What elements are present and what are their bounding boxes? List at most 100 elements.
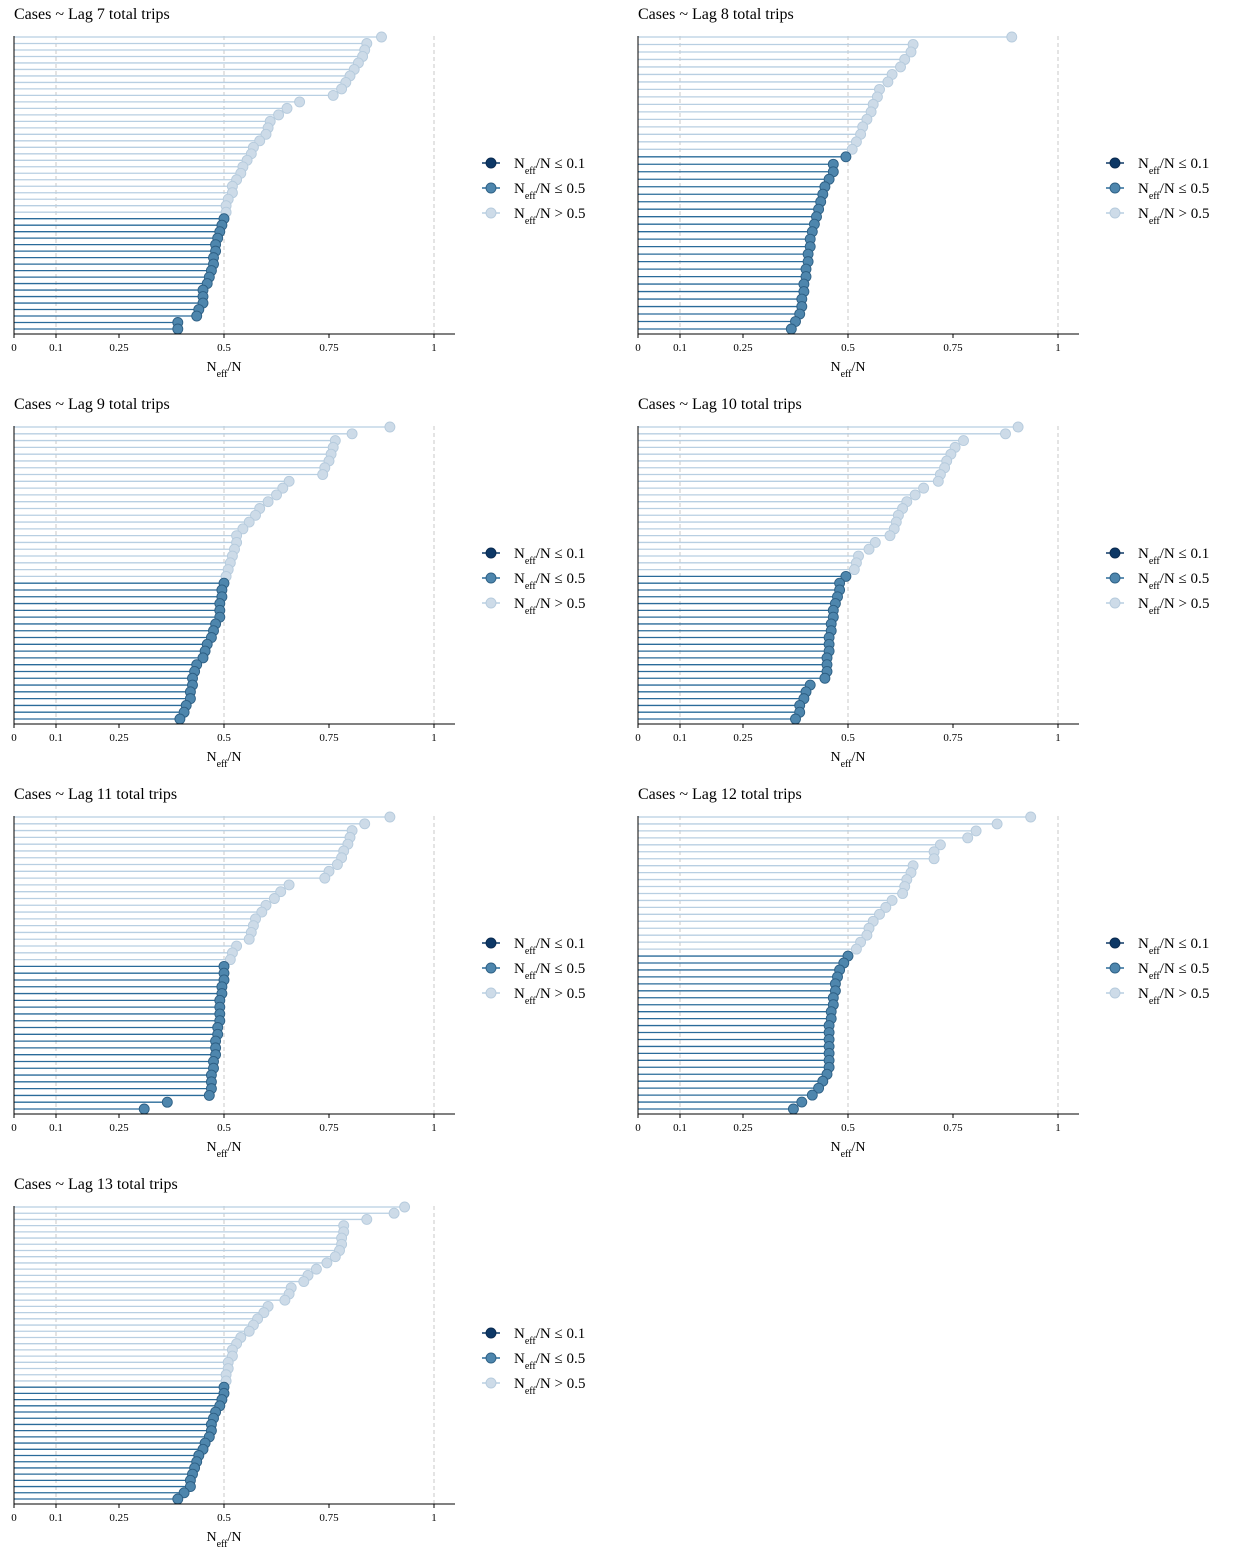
lollipop-point	[934, 839, 946, 851]
lollipop-point	[197, 652, 209, 664]
x-tick-label: 1	[1055, 732, 1061, 744]
x-tick-label: 0.1	[49, 1122, 63, 1134]
legend-label: Neff/N > 0.5	[514, 596, 585, 617]
x-tick-label: 0	[11, 342, 17, 354]
legend-key-point	[485, 597, 497, 609]
legend-label: Neff/N ≤ 0.5	[514, 961, 585, 982]
lollipop-point	[806, 1089, 818, 1101]
lollipop-point	[260, 128, 272, 140]
lollipop-point	[294, 96, 306, 108]
lollipop-point	[172, 1493, 184, 1505]
lollipop-point	[1012, 421, 1024, 433]
x-axis-label-main: N	[830, 750, 840, 765]
legend-label: Neff/N ≤ 0.1	[514, 936, 585, 957]
x-axis-label-sub: eff	[841, 759, 853, 770]
x-tick-label: 0.75	[319, 1122, 339, 1134]
x-tick-label: 1	[1055, 1122, 1061, 1134]
lollipop-point	[329, 1251, 341, 1263]
lollipop-point	[256, 906, 268, 918]
x-axis-label-rest: /N	[228, 360, 242, 375]
chart-svg: Cases ~ Lag 13 total trips 0 0.1 0.25 0.5 0.7…	[11, 1176, 585, 1550]
legend-label-sub: eff	[1149, 996, 1161, 1007]
legend-label-rest: /N ≤ 0.5	[536, 571, 585, 587]
lollipop-point	[298, 1276, 310, 1288]
legend-label-rest: /N ≤ 0.5	[1160, 181, 1209, 197]
chart-svg: Cases ~ Lag 11 total trips 0 0.1 0.25 0.5 0.7…	[11, 786, 585, 1160]
chart-svg: Cases ~ Lag 7 total trips 0 0.1 0.25 0.5 0.75…	[11, 6, 585, 380]
legend-label-main: N	[514, 961, 525, 977]
lollipop-point	[317, 469, 329, 480]
x-tick-label: 0.25	[733, 342, 753, 354]
legend-label: Neff/N > 0.5	[1138, 206, 1209, 227]
legend-label-sub: eff	[1149, 606, 1161, 617]
lollipop-point	[376, 31, 387, 43]
legend-label-rest: /N ≤ 0.1	[1160, 156, 1209, 172]
chart-svg: Cases ~ Lag 8 total trips 0 0.1 0.25 0.5 0.75…	[635, 6, 1209, 380]
legend-label-rest: /N ≤ 0.1	[536, 546, 585, 562]
lollipop-point	[254, 135, 266, 147]
legend-label: Neff/N ≤ 0.1	[514, 156, 585, 177]
x-axis-label-main: N	[206, 750, 216, 765]
legend-label: Neff/N > 0.5	[514, 206, 585, 227]
legend-label-rest: /N ≤ 0.5	[1160, 961, 1209, 977]
x-axis-label-rest: /N	[852, 750, 866, 765]
lollipop-point	[359, 818, 371, 830]
legend-label: Neff/N ≤ 0.5	[514, 571, 585, 592]
lollipop-point	[882, 76, 894, 88]
legend-label: Neff/N ≤ 0.5	[1138, 181, 1209, 202]
legend-label-rest: /N > 0.5	[536, 1376, 586, 1392]
lollipop-point	[224, 954, 236, 966]
legend-key-point	[485, 182, 497, 194]
legend-label: Neff/N ≤ 0.1	[514, 546, 585, 567]
lollipop-point	[361, 1213, 373, 1225]
lollipop-point	[275, 886, 287, 898]
legend-label-sub: eff	[525, 556, 537, 567]
legend-key-point	[485, 962, 497, 974]
lollipop-point	[283, 879, 295, 891]
legend-key-point	[1109, 547, 1121, 559]
legend-label-main: N	[514, 1376, 525, 1392]
lollipop-point	[846, 143, 858, 155]
legend-key-point	[485, 1327, 497, 1339]
legend-label-sub: eff	[1149, 581, 1161, 592]
legend-label-rest: /N ≤ 0.1	[536, 156, 585, 172]
chart-panel: Cases ~ Lag 11 total trips 0 0.1 0.25 0.5 0.7…	[0, 780, 625, 1170]
lollipop-point	[138, 1103, 150, 1115]
lollipop-point	[250, 509, 261, 521]
legend-label-sub: eff	[1149, 191, 1161, 202]
lollipop-point	[790, 713, 801, 725]
chart-title: Cases ~ Lag 7 total trips	[14, 6, 170, 23]
lollipop-point	[787, 1103, 799, 1115]
x-axis-label: Neff/N	[830, 360, 865, 380]
legend-label: Neff/N > 0.5	[514, 1376, 585, 1397]
x-tick-label: 0.1	[49, 1512, 63, 1524]
x-tick-label: 0.75	[319, 1512, 339, 1524]
legend-key-point	[1109, 987, 1121, 999]
lollipop-point	[346, 428, 358, 440]
legend-label: Neff/N > 0.5	[514, 986, 585, 1007]
lollipop-point	[268, 893, 280, 904]
legend-key-point	[485, 1352, 497, 1364]
legend-label-main: N	[514, 596, 525, 612]
x-axis-label-sub: eff	[217, 759, 229, 770]
legend-label-sub: eff	[1149, 166, 1161, 177]
legend-label-main: N	[1138, 546, 1149, 562]
lollipop-point	[848, 564, 860, 576]
lollipop-point	[283, 475, 295, 487]
lollipop-point	[1006, 31, 1018, 43]
lollipop-point	[905, 46, 917, 58]
x-axis-label-main: N	[206, 360, 216, 375]
lollipop-point	[1000, 428, 1011, 440]
lollipop-point	[273, 109, 285, 121]
chart-panel: Cases ~ Lag 12 total trips 0 0.1 0.25 0.5 0.7…	[624, 780, 1242, 1170]
x-axis-label: Neff/N	[206, 750, 241, 770]
legend-label-rest: /N > 0.5	[536, 596, 586, 612]
x-tick-label: 0.25	[109, 342, 129, 354]
x-tick-label: 0.1	[49, 342, 63, 354]
legend-label-sub: eff	[525, 166, 537, 177]
lollipop-point	[271, 489, 282, 501]
legend-label-rest: /N > 0.5	[1160, 596, 1210, 612]
x-axis-label-main: N	[206, 1530, 216, 1545]
legend-label-rest: /N ≤ 0.5	[1160, 571, 1209, 587]
